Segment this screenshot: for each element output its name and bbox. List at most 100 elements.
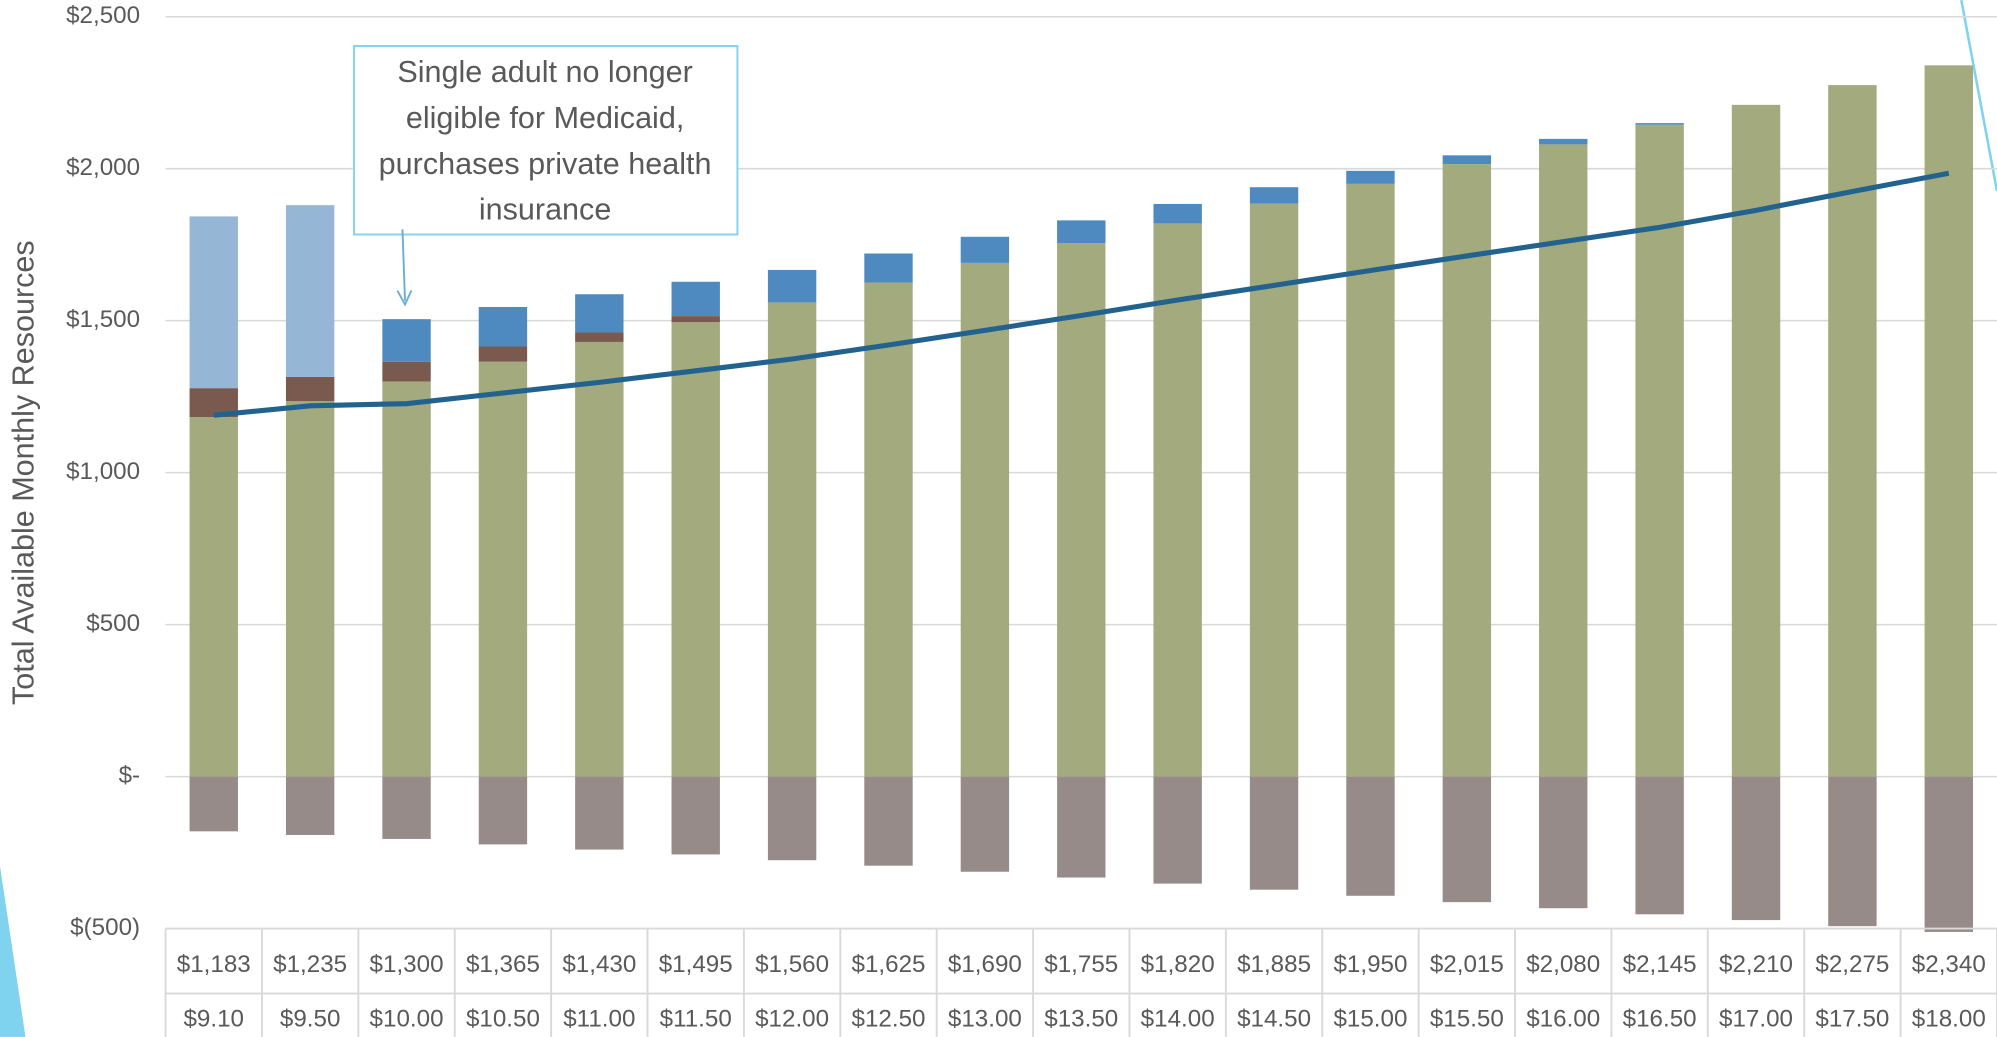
bar-segment — [285, 401, 335, 777]
x-tick-label: $2,340 — [1912, 951, 1986, 978]
bar-segment — [575, 332, 624, 342]
x-tick-label: $14.00 — [1141, 1006, 1215, 1033]
x-tick-label: $14.50 — [1237, 1006, 1311, 1033]
x-tick-label: $18.00 — [1912, 1006, 1986, 1033]
x-tick-label: $2,080 — [1526, 951, 1600, 978]
annotation-arrowhead — [396, 290, 413, 307]
bar-segment — [671, 776, 720, 855]
x-tick-label: $1,625 — [852, 951, 926, 978]
x-tick-label: $16.00 — [1526, 1006, 1600, 1033]
bar-segment — [1731, 776, 1781, 921]
bar-segment — [671, 281, 720, 317]
x-tick-label: $1,235 — [273, 951, 347, 978]
bar-segment — [1153, 203, 1202, 224]
annotation-text: insurance — [479, 193, 611, 227]
x-tick-label: $1,300 — [370, 951, 444, 978]
x-tick-label: $10.50 — [466, 1006, 540, 1033]
x-tick-label: $9.50 — [280, 1006, 341, 1033]
bar-segment — [960, 776, 1010, 872]
x-tick-label: $1,365 — [466, 951, 540, 978]
bar-segment — [960, 262, 1010, 777]
x-tick-label: $11.50 — [660, 1006, 732, 1033]
bar-segment — [1731, 104, 1781, 777]
decoration — [0, 866, 26, 1037]
x-tick-label: $2,275 — [1815, 951, 1889, 978]
bar-segment — [189, 776, 238, 832]
y-axis-label: Total Available Monthly Resources — [7, 240, 41, 705]
bar-segment — [1346, 170, 1395, 184]
x-tick-label: $1,690 — [948, 951, 1022, 978]
x-tick-label: $1,495 — [659, 951, 733, 978]
bar-segment — [1153, 223, 1202, 777]
bar-segment — [1539, 144, 1588, 777]
x-tick-label: $1,885 — [1237, 951, 1311, 978]
x-tick-label: $2,015 — [1430, 951, 1504, 978]
bar-segment — [285, 205, 335, 377]
bar-segment — [285, 776, 335, 835]
bar-segment — [1442, 164, 1492, 777]
bar-segment — [671, 322, 720, 777]
bar-segment — [575, 776, 624, 850]
bar-segment — [1249, 203, 1299, 777]
y-tick-label: $1,500 — [66, 306, 140, 333]
bar-segment — [1442, 776, 1492, 903]
x-tick-label: $17.00 — [1719, 1006, 1793, 1033]
bar-segment — [1924, 65, 1974, 777]
x-tick-label: $13.00 — [948, 1006, 1022, 1033]
y-tick-label: $2,000 — [66, 154, 140, 181]
bar-segment — [382, 361, 431, 382]
y-tick-label: $1,000 — [66, 458, 140, 485]
bar-segment — [1635, 123, 1684, 125]
bar-segment — [478, 776, 528, 845]
x-tick-label: $1,820 — [1141, 951, 1215, 978]
x-tick-label: $1,183 — [177, 951, 251, 978]
bar-segment — [864, 253, 913, 283]
y-tick-label: $- — [119, 762, 141, 789]
annotation-text: eligible for Medicaid, — [406, 101, 684, 135]
bar-segment — [1057, 220, 1106, 244]
bar-segment — [382, 776, 431, 839]
bar-segment — [767, 302, 817, 777]
bar-segment — [382, 381, 431, 777]
bar-segment — [478, 306, 528, 347]
x-tick-label: $1,950 — [1333, 951, 1407, 978]
bar-segment — [1057, 243, 1106, 777]
x-tick-label: $15.50 — [1430, 1006, 1504, 1033]
x-tick-label: $17.50 — [1815, 1006, 1889, 1033]
bar-segment — [671, 316, 720, 323]
bar-segment — [960, 236, 1010, 263]
x-tick-label: $13.50 — [1044, 1006, 1118, 1033]
line-series — [213, 170, 1950, 418]
bar-segment — [285, 376, 335, 402]
x-tick-label: $12.50 — [852, 1006, 926, 1033]
bar-segment — [767, 776, 817, 861]
bar-segment — [1346, 183, 1395, 777]
decoration — [1960, 0, 1997, 192]
bar-segment — [1635, 124, 1684, 777]
bar-segment — [864, 776, 913, 866]
annotation-text: Single adult no longer — [397, 55, 693, 89]
bar-segment — [864, 282, 913, 777]
x-tick-label: $12.00 — [755, 1006, 829, 1033]
x-tick-label: $1,560 — [755, 951, 829, 978]
x-tick-label: $15.00 — [1333, 1006, 1407, 1033]
bar-segment — [1249, 187, 1299, 204]
bar-segment — [1442, 155, 1492, 165]
bar-segment — [575, 294, 624, 333]
bar-segment — [1635, 776, 1684, 915]
bar-segment — [1539, 776, 1588, 909]
bar-segment — [1828, 776, 1877, 927]
bar-segment — [189, 216, 238, 389]
bar-segment — [1828, 85, 1877, 777]
bar-segment — [1924, 776, 1974, 932]
y-tick-label: $2,500 — [66, 2, 140, 29]
x-tick-label: $2,210 — [1719, 951, 1793, 978]
bar-segment — [478, 361, 528, 777]
x-tick-label: $2,145 — [1623, 951, 1697, 978]
y-tick-label: $500 — [86, 610, 140, 637]
bar-segment — [1249, 776, 1299, 890]
bar-segment — [1153, 776, 1202, 884]
bar-segment — [1057, 776, 1106, 878]
